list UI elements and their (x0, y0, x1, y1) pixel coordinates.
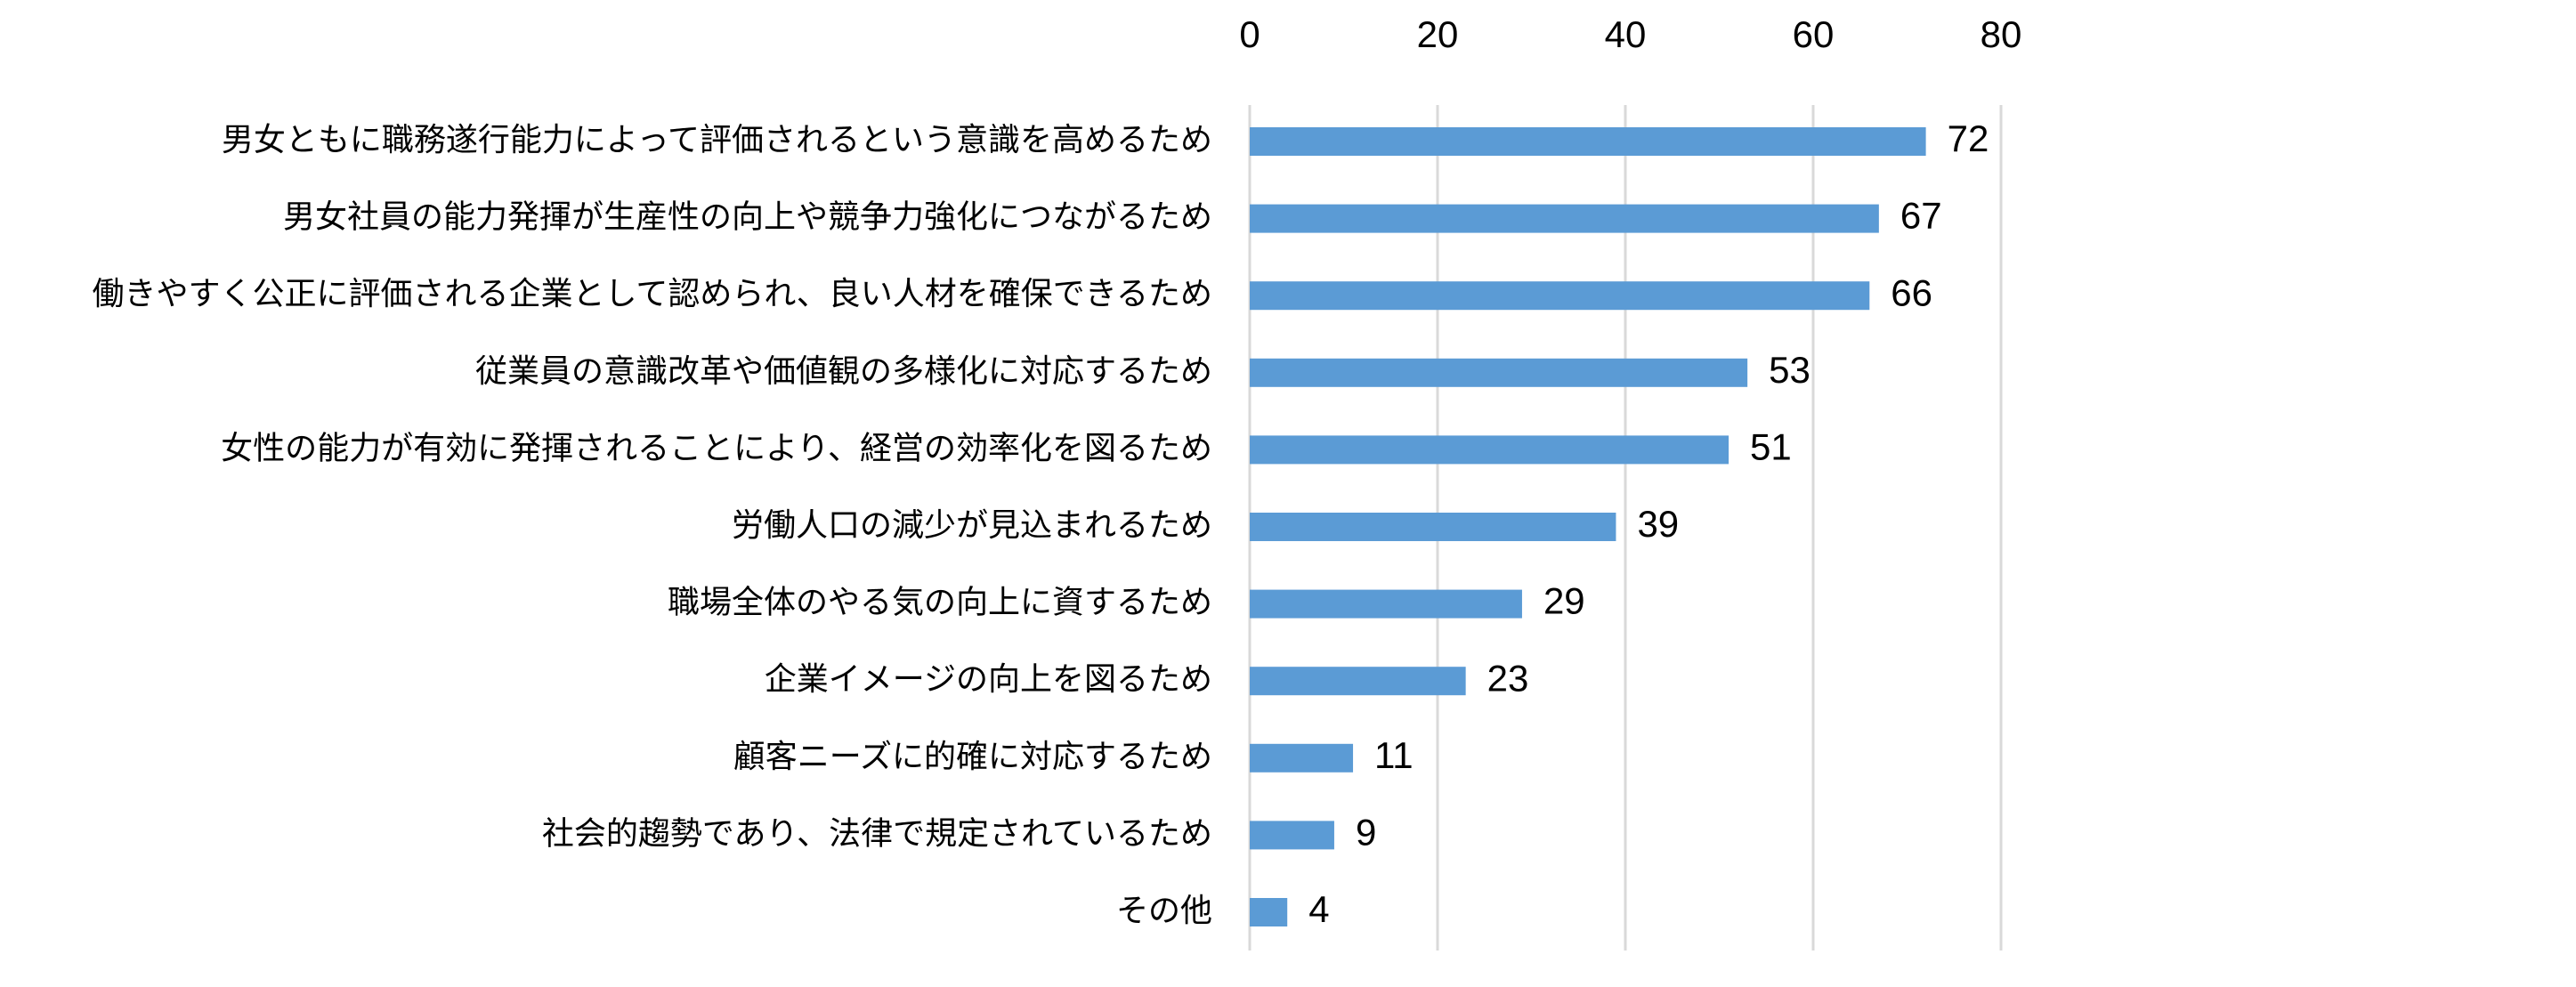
category-label: その他 (1116, 893, 1212, 929)
category-label: 男女社員の能力発揮が生産性の向上や競争力強化につながるため (283, 199, 1212, 236)
category-labels: 男女ともに職務遂行能力によって評価されるという意識を高めるため男女社員の能力発揮… (92, 122, 1212, 929)
category-label: 働きやすく公正に評価される企業として認められ、良い人材を確保できるため (92, 276, 1212, 312)
data-label: 72 (1948, 117, 1989, 159)
category-label: 顧客ニーズに的確に対応するため (733, 739, 1212, 775)
data-label: 11 (1374, 734, 1414, 776)
data-label: 9 (1356, 811, 1376, 853)
bar (1250, 513, 1616, 541)
bar (1250, 127, 1926, 156)
x-tick-label: 80 (1981, 13, 2022, 55)
x-tick-label: 0 (1239, 13, 1260, 55)
category-label: 労働人口の減少が見込まれるため (732, 507, 1212, 544)
x-tick-label: 60 (1793, 13, 1835, 55)
bar (1250, 589, 1522, 619)
bar (1250, 898, 1288, 926)
category-label: 女性の能力が有効に発揮されることにより、経営の効率化を図るため (221, 430, 1212, 466)
category-label: 社会的趨勢であり、法律で規定されているため (542, 815, 1212, 852)
data-label: 39 (1637, 503, 1679, 545)
data-label: 53 (1769, 349, 1810, 391)
category-label: 企業イメージの向上を図るため (765, 661, 1212, 698)
x-tick-label: 40 (1605, 13, 1647, 55)
gridlines (1248, 105, 2003, 951)
bars (1250, 127, 1926, 926)
data-label: 66 (1891, 271, 1932, 313)
data-label: 51 (1750, 425, 1792, 467)
bar (1250, 281, 1870, 311)
bar (1250, 667, 1466, 696)
bar (1250, 743, 1354, 773)
category-label: 職場全体のやる気の向上に資するため (668, 585, 1212, 621)
bar (1250, 435, 1729, 465)
x-tick-label: 20 (1417, 13, 1459, 55)
data-label: 29 (1543, 580, 1585, 622)
data-label: 23 (1487, 657, 1529, 699)
x-axis-ticks: 0 20 40 60 80 (1239, 13, 2021, 55)
category-label: 従業員の意識改革や価値観の多様化に対応するため (475, 353, 1212, 390)
data-label: 4 (1308, 888, 1329, 930)
category-label: 男女ともに職務遂行能力によって評価されるという意識を高めるため (222, 122, 1212, 158)
bar (1250, 204, 1879, 233)
bar (1250, 821, 1334, 850)
bar (1250, 358, 1748, 387)
data-label: 67 (1900, 195, 1942, 237)
